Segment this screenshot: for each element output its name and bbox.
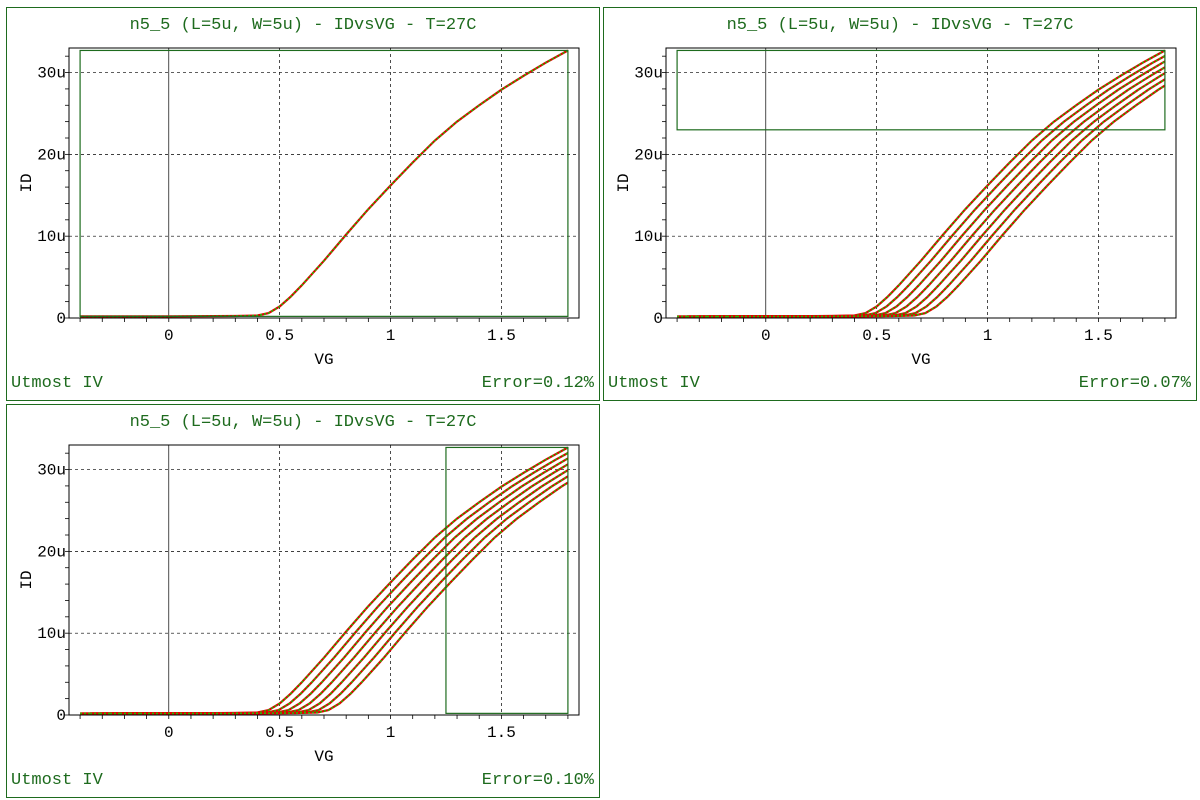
series-line-model	[697, 60, 1166, 318]
chart-panel-1: n5_5 (L=5u, W=5u) - IDvsVG - T=27C 0 0.5 1…	[6, 7, 600, 401]
series-line-measured	[727, 78, 1166, 318]
grid-lines	[666, 48, 1176, 318]
series-line-model	[687, 55, 1166, 318]
x-tick-label: 1.5	[487, 724, 516, 742]
x-axis-label: VG	[314, 748, 333, 766]
x-tick-label: 1.5	[487, 327, 516, 345]
x-tick-label: 1	[983, 327, 993, 345]
chart-plot-3: 0 0.5 1 1.5 0 10u 20u 30u VG ID	[18, 444, 580, 766]
fit-region-box	[79, 49, 569, 317]
series-line-model	[140, 481, 569, 715]
error-label: Error=0.10%	[481, 771, 594, 790]
grid-lines	[69, 48, 579, 318]
series-line-model	[130, 475, 569, 715]
series-line-measured	[80, 49, 569, 318]
y-tick-label: 0	[56, 310, 66, 328]
y-tick-label: 20u	[37, 543, 66, 561]
x-axis-label: VG	[911, 351, 930, 369]
series-line-model	[120, 469, 569, 715]
y-tick-label: 10u	[634, 228, 663, 246]
series-line-model	[727, 78, 1166, 318]
series-line-model	[717, 72, 1166, 318]
y-tick-label: 30u	[634, 65, 663, 83]
series-line-model	[100, 457, 569, 715]
series-line-measured	[677, 49, 1166, 318]
series-line-measured	[80, 446, 569, 715]
model-label: Utmost IV	[11, 374, 103, 393]
chart-panel-3: n5_5 (L=5u, W=5u) - IDvsVG - T=27C 0 0.5 1…	[6, 404, 600, 798]
y-tick-label: 0	[56, 707, 66, 725]
y-axis-label: ID	[18, 173, 36, 192]
series-line-measured	[120, 469, 569, 715]
chart-title: n5_5 (L=5u, W=5u) - IDvsVG - T=27C	[129, 413, 477, 432]
y-tick-label: 30u	[37, 65, 66, 83]
y-tick-label: 0	[653, 310, 663, 328]
y-axis-label: ID	[615, 173, 633, 192]
chart-panel-2: n5_5 (L=5u, W=5u) - IDvsVG - T=27C 0 0.5 1…	[603, 7, 1197, 401]
series-line-model	[90, 452, 569, 715]
x-tick-label: 0.5	[862, 327, 891, 345]
x-tick-label: 1.5	[1084, 327, 1113, 345]
series-line-model	[80, 49, 569, 318]
chart-title: n5_5 (L=5u, W=5u) - IDvsVG - T=27C	[129, 16, 477, 35]
x-axis-label: VG	[314, 351, 333, 369]
model-label: Utmost IV	[11, 771, 103, 790]
chart-title: n5_5 (L=5u, W=5u) - IDvsVG - T=27C	[726, 16, 1074, 35]
y-tick-label: 10u	[37, 228, 66, 246]
x-tick-label: 0	[761, 327, 771, 345]
y-tick-label: 30u	[37, 462, 66, 480]
y-tick-label: 20u	[634, 146, 663, 164]
x-tick-label: 1	[386, 724, 396, 742]
chart-plot-1: 0 0.5 1 1.5 0 10u 20u 30u VG ID	[18, 47, 580, 369]
grid-lines	[69, 445, 579, 715]
series-line-model	[737, 84, 1166, 318]
fit-region-box	[676, 49, 1166, 131]
x-tick-label: 0	[164, 724, 174, 742]
y-axis-label: ID	[18, 570, 36, 589]
model-label: Utmost IV	[608, 374, 700, 393]
x-tick-label: 0	[164, 327, 174, 345]
error-label: Error=0.12%	[481, 374, 594, 393]
y-tick-label: 10u	[37, 625, 66, 643]
chart-plot-2: 0 0.5 1 1.5 0 10u 20u 30u VG ID	[615, 47, 1177, 369]
series-line-measured	[717, 72, 1166, 318]
x-tick-label: 1	[386, 327, 396, 345]
series-line-model	[677, 49, 1166, 318]
x-tick-label: 0.5	[265, 327, 294, 345]
series-line-measured	[130, 475, 569, 715]
y-tick-label: 20u	[37, 146, 66, 164]
error-label: Error=0.07%	[1078, 374, 1191, 393]
series-line-model	[80, 446, 569, 715]
fit-region-box	[445, 446, 569, 714]
x-tick-label: 0.5	[265, 724, 294, 742]
